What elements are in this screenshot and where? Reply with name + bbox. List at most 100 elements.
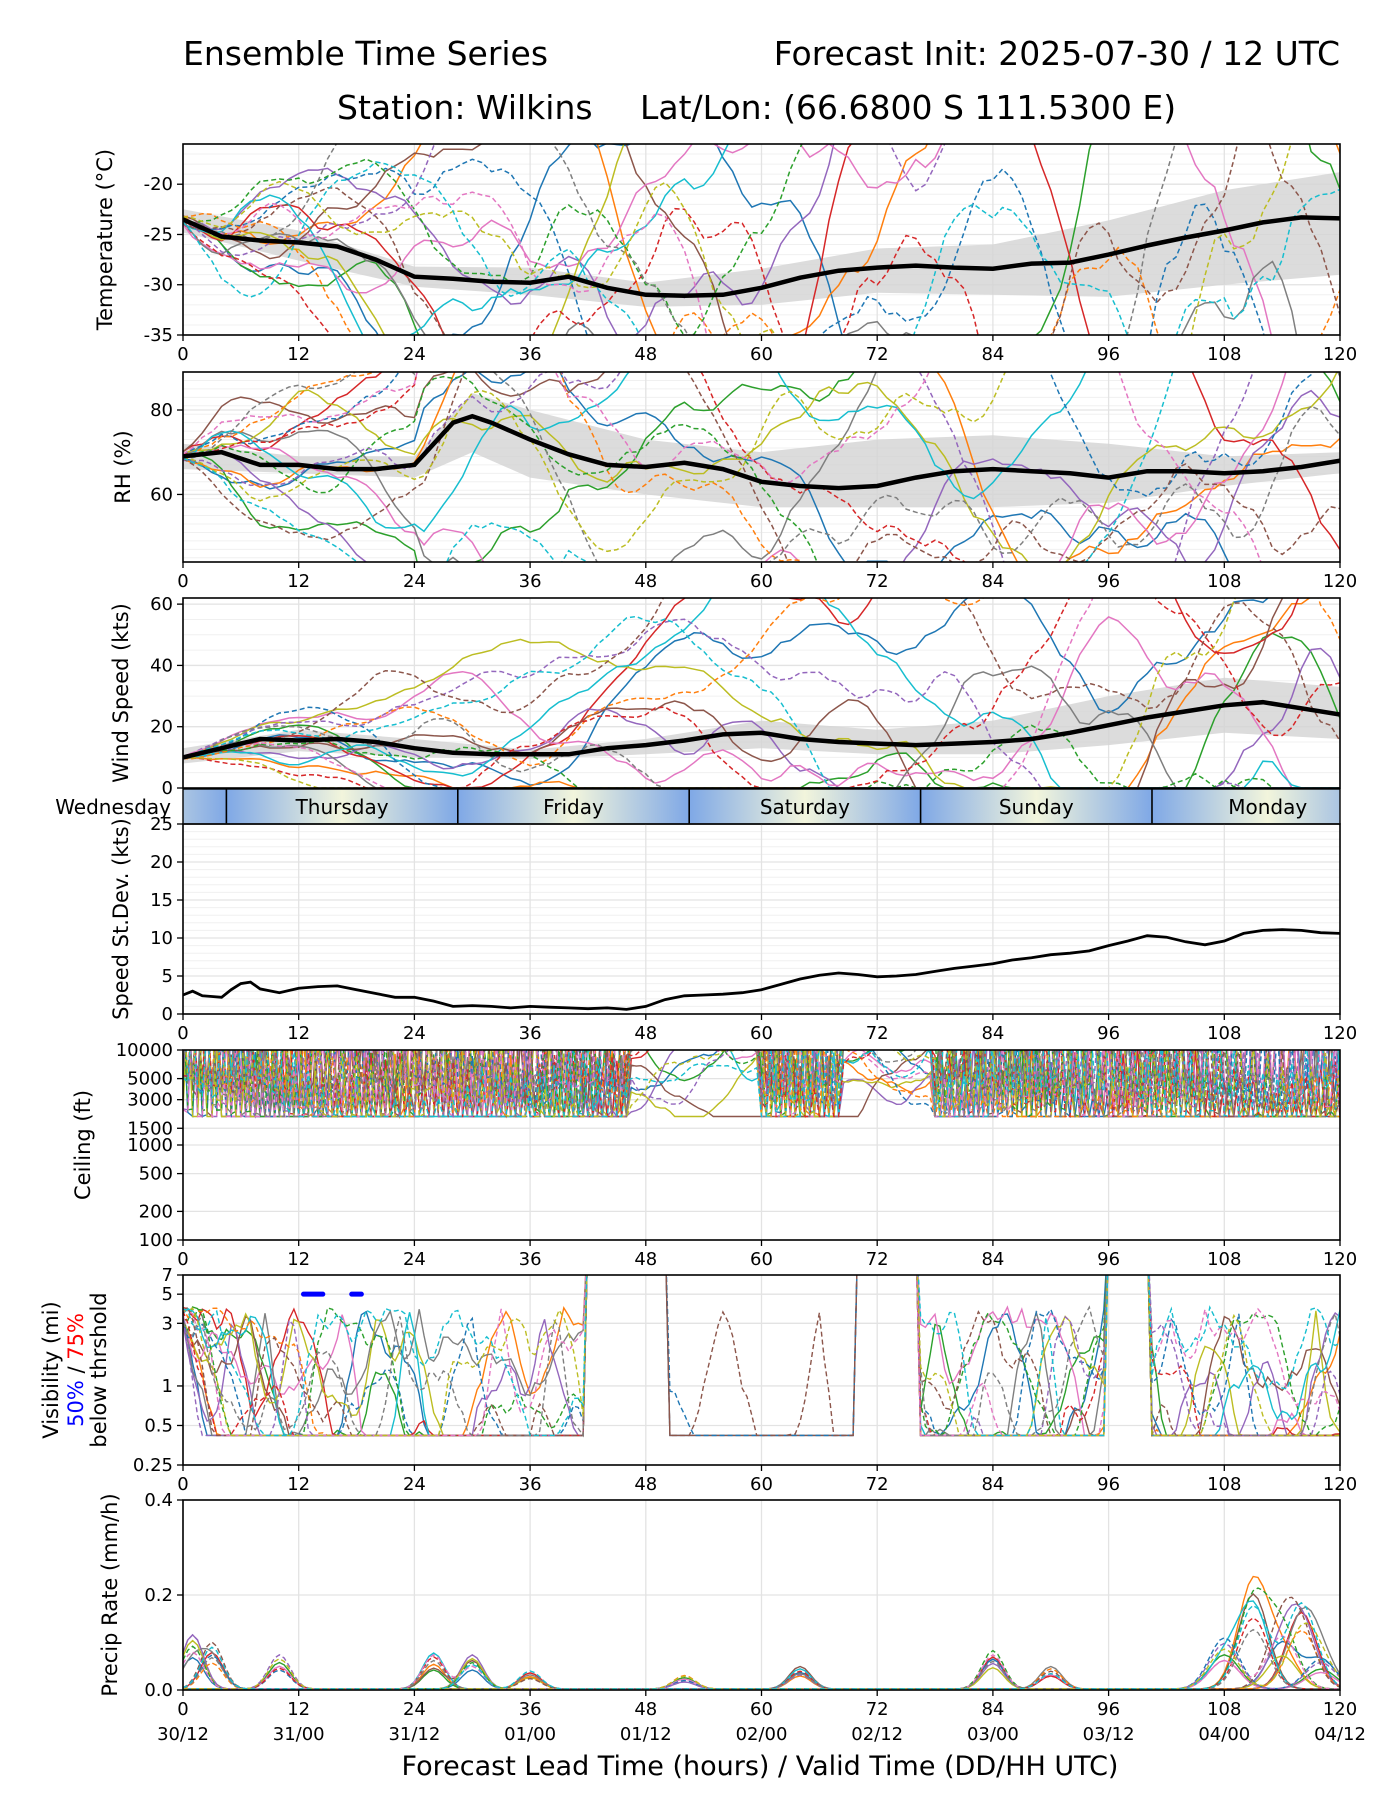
temperature-x-tick-label: 60 — [750, 344, 773, 365]
ensemble-member-line — [183, 598, 1094, 788]
ceiling-x-tick-label: 12 — [287, 1249, 310, 1270]
rh-plot-area — [183, 372, 1340, 562]
valid-time-label: 30/12 — [157, 1724, 209, 1745]
ceiling-y-tick-label: 1000 — [127, 1135, 173, 1156]
rh-x-tick-label: 108 — [1207, 571, 1241, 592]
ensemble-member-line — [183, 598, 1340, 788]
ensemble-member-line — [183, 638, 1340, 788]
temperature-x-tick-label: 96 — [1097, 344, 1120, 365]
visibility-x-tick-label: 0 — [177, 1474, 188, 1495]
ceiling-x-tick-label: 60 — [750, 1249, 773, 1270]
speed-stdev-x-tick-label: 96 — [1097, 1023, 1120, 1044]
ceiling-x-tick-label: 48 — [634, 1249, 657, 1270]
temperature-x-tick-label: 24 — [403, 344, 426, 365]
temperature-x-tick-label: 48 — [634, 344, 657, 365]
day-label-friday: Friday — [543, 795, 604, 819]
temperature-x-tick-label: 36 — [519, 344, 542, 365]
valid-time-label: 31/00 — [273, 1724, 325, 1745]
ensemble-member-line — [183, 372, 1006, 553]
station-name: Station: Wilkins — [337, 88, 593, 127]
temperature-x-tick-label: 108 — [1207, 344, 1241, 365]
precip-plot-area — [183, 1575, 1340, 1690]
ensemble-member-line — [183, 389, 1340, 562]
rh-x-tick-label: 12 — [287, 571, 310, 592]
speed-stdev-y-tick-label: 0 — [162, 1004, 173, 1025]
precip-x-tick-label: 60 — [750, 1699, 773, 1720]
valid-time-label: 03/12 — [1083, 1724, 1135, 1745]
temperature-plot-area — [183, 144, 1340, 335]
visibility-x-tick-label: 12 — [287, 1474, 310, 1495]
valid-time-label: 31/12 — [388, 1724, 440, 1745]
visibility-y-tick-label: 0.5 — [144, 1415, 173, 1436]
ensemble-member-line — [183, 598, 1340, 767]
speed-stdev-line — [183, 928, 1340, 1011]
temperature-y-axis-label: Temperature (°C) — [93, 149, 117, 331]
speed-stdev-y-axis-label: Speed St.Dev. (kts) — [109, 818, 133, 1020]
rh-x-tick-label: 84 — [981, 571, 1004, 592]
temperature-y-tick-label: -25 — [144, 224, 173, 245]
day-segment — [689, 789, 921, 824]
temperature-x-tick-label: 0 — [177, 344, 188, 365]
precip-member-line — [183, 1622, 1340, 1690]
ensemble-member-line — [183, 212, 1340, 335]
day-label-thursday: Thursday — [295, 795, 389, 819]
precip-y-tick-label: 0.0 — [144, 1680, 173, 1701]
temperature-x-tick-label: 120 — [1323, 344, 1357, 365]
ensemble-member-line — [183, 706, 1340, 788]
precip-x-tick-label: 24 — [403, 1699, 426, 1720]
valid-time-label: 04/12 — [1314, 1724, 1366, 1745]
visibility-x-tick-label: 36 — [519, 1474, 542, 1495]
wind-y-tick-label: 60 — [150, 594, 173, 615]
precip-member-line — [183, 1628, 1340, 1690]
ensemble-member-line — [183, 144, 1340, 335]
temperature-y-tick-label: -35 — [144, 325, 173, 346]
ensemble-member-line — [183, 632, 1340, 788]
ceiling-x-tick-label: 36 — [519, 1249, 542, 1270]
ensemble-member-line — [183, 144, 1340, 335]
temperature-panel: -35 -30 -25 -20 0 12 24 36 48 60 72 84 96 108 120 Tempe… — [93, 143, 1357, 365]
precip-y-tick-label: 0.4 — [144, 1490, 173, 1511]
day-label-sunday: Sunday — [999, 795, 1074, 819]
day-band: Wednesday Thursday Friday Saturday Sunday Mon… — [55, 788, 1341, 825]
ensemble-member-line — [183, 372, 1315, 498]
speed-stdev-y-tick-label: 10 — [150, 928, 173, 949]
rh-panel: 60 80 0 12 24 36 48 60 72 84 96 108 120 RH (%) — [111, 371, 1357, 592]
speed-stdev-y-tick-label: 15 — [150, 890, 173, 911]
visibility-y-axis-label-2: below thrshold — [87, 1292, 111, 1447]
ensemble-member-line — [183, 598, 1311, 788]
ensemble-member-line — [183, 372, 1340, 562]
ensemble-member-line — [183, 144, 1340, 335]
ceiling-y-axis-label: Ceiling (ft) — [71, 1090, 95, 1200]
rh-x-tick-label: 24 — [403, 571, 426, 592]
day-segment — [920, 789, 1152, 824]
wind-plot-area — [183, 598, 1340, 788]
ensemble-member-line — [183, 372, 1174, 562]
valid-time-label: 02/12 — [851, 1724, 903, 1745]
valid-time-label: 01/00 — [504, 1724, 556, 1745]
visibility-plot-area — [183, 1275, 1340, 1438]
visibility-member-line — [183, 1275, 1340, 1437]
rh-y-tick-label: 60 — [150, 484, 173, 505]
precip-x-tick-label: 108 — [1207, 1699, 1241, 1720]
speed-stdev-x-tick-label: 0 — [177, 1023, 188, 1044]
day-segment — [457, 789, 690, 824]
ceiling-y-tick-label: 500 — [139, 1164, 173, 1185]
speed-stdev-x-tick-label: 60 — [750, 1023, 773, 1044]
speed-stdev-x-tick-label: 72 — [866, 1023, 889, 1044]
rh-x-tick-label: 0 — [177, 571, 188, 592]
ensemble-member-line — [183, 144, 843, 335]
visibility-x-tick-label: 120 — [1323, 1474, 1357, 1495]
temperature-x-tick-label: 72 — [866, 344, 889, 365]
spread-band — [183, 677, 1340, 764]
ceiling-x-tick-label: 96 — [1097, 1249, 1120, 1270]
precip-x-tick-label: 96 — [1097, 1699, 1120, 1720]
rh-y-tick-label: 80 — [150, 400, 173, 421]
precip-x-tick-label: 12 — [287, 1699, 310, 1720]
ensemble-mean-line — [183, 699, 1340, 760]
ensemble-member-line — [183, 372, 1262, 562]
ceiling-member-line — [185, 1050, 1340, 1118]
ensemble-member-line — [183, 144, 1272, 335]
visibility-y-tick-label: 0.25 — [133, 1455, 173, 1476]
ceiling-member-line — [183, 1050, 1340, 1118]
